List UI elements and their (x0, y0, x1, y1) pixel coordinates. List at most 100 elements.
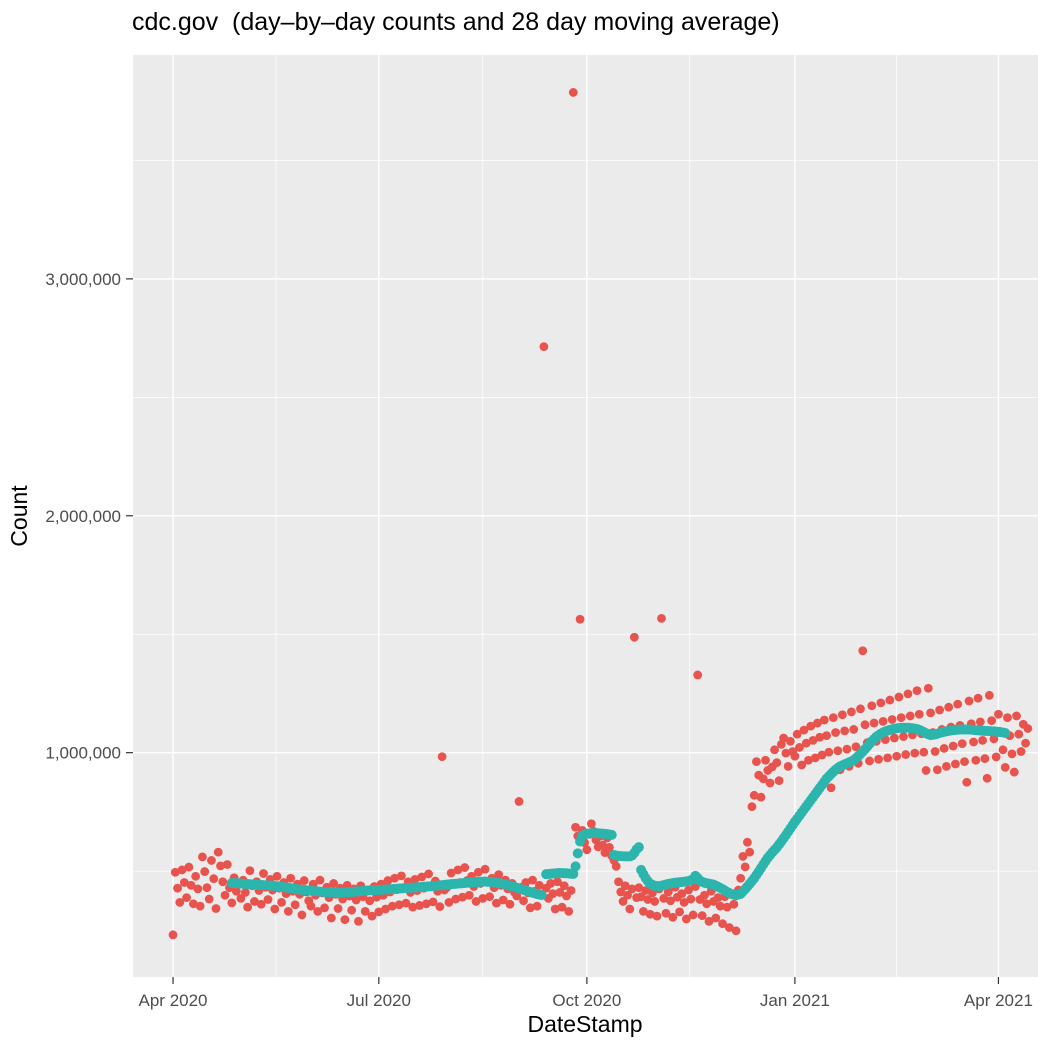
daily-count-point (779, 733, 788, 743)
daily-count-point (743, 837, 752, 847)
daily-count-point (858, 646, 868, 656)
daily-count-point (883, 753, 893, 763)
daily-count-point (614, 877, 623, 887)
daily-count-point (899, 732, 908, 741)
moving-average-point (1000, 727, 1011, 738)
daily-count-point (980, 754, 990, 763)
daily-count-point (987, 716, 997, 726)
daily-count-point (329, 879, 338, 888)
daily-count-point (618, 897, 628, 906)
daily-count-point (195, 901, 205, 911)
daily-count-point (256, 899, 266, 909)
daily-count-point (471, 897, 481, 906)
daily-count-point (636, 892, 646, 902)
daily-count-point (555, 888, 565, 897)
daily-count-point (677, 889, 687, 899)
daily-count-point (657, 613, 666, 623)
daily-count-point (629, 632, 639, 642)
daily-count-point (973, 693, 983, 703)
daily-count-point (424, 869, 433, 879)
daily-count-point (702, 899, 712, 909)
daily-count-point (770, 745, 779, 755)
daily-count-point (765, 778, 775, 788)
daily-count-point (810, 753, 820, 763)
daily-count-point (808, 735, 818, 745)
x-tick-label: Jul 2020 (347, 991, 411, 1010)
daily-count-point (548, 889, 558, 899)
daily-count-point (231, 886, 241, 896)
daily-count-point (1009, 767, 1019, 777)
daily-count-point (272, 871, 282, 881)
daily-count-point (188, 899, 198, 909)
daily-count-point (991, 752, 1001, 762)
daily-count-point (326, 913, 336, 923)
daily-count-point (772, 758, 782, 768)
daily-count-point (749, 790, 759, 800)
daily-count-point (914, 709, 924, 719)
daily-count-point (611, 861, 621, 871)
daily-count-point (191, 871, 201, 881)
daily-count-point (227, 898, 237, 908)
daily-count-point (978, 735, 987, 745)
daily-count-point (998, 745, 1008, 755)
daily-count-point (387, 901, 397, 911)
daily-count-point (220, 890, 230, 900)
daily-count-point (634, 883, 644, 893)
daily-count-point (756, 792, 766, 802)
daily-count-point (446, 868, 456, 878)
daily-count-point (213, 847, 223, 857)
daily-count-point (559, 881, 569, 891)
x-tick-label: Jan 2021 (760, 991, 830, 1010)
daily-count-point (209, 874, 219, 884)
daily-count-point (374, 907, 384, 917)
daily-count-point (514, 797, 524, 806)
daily-count-point (783, 761, 793, 771)
daily-count-point (451, 894, 461, 904)
daily-count-point (724, 923, 734, 932)
daily-count-point (625, 904, 635, 914)
daily-count-point (1023, 724, 1033, 733)
daily-count-point (566, 886, 576, 895)
x-tick-label: Apr 2020 (139, 991, 208, 1010)
daily-count-point (568, 88, 578, 97)
daily-count-point (184, 862, 194, 872)
daily-count-point (869, 718, 879, 728)
daily-count-point (397, 871, 406, 881)
daily-count-point (283, 906, 293, 916)
daily-count-point (480, 864, 490, 874)
daily-count-point (1007, 749, 1017, 759)
daily-count-point (984, 690, 994, 700)
daily-count-point (686, 894, 696, 904)
daily-count-point (290, 900, 300, 910)
daily-count-point (849, 725, 859, 734)
y-tick-label: 1,000,000 (45, 744, 121, 763)
moving-average-point (572, 848, 583, 859)
daily-count-point (989, 734, 999, 744)
daily-count-point (761, 755, 770, 765)
daily-count-point (464, 890, 474, 900)
daily-count-point (498, 895, 508, 905)
daily-count-point (297, 910, 307, 920)
x-tick-label: Oct 2020 (552, 991, 621, 1010)
daily-count-point (851, 742, 861, 752)
daily-count-point (659, 893, 669, 903)
daily-count-point (204, 894, 214, 904)
daily-count-point (942, 761, 951, 771)
daily-count-point (797, 760, 807, 770)
daily-count-point (828, 713, 838, 722)
y-axis-title: Count (6, 485, 32, 547)
moving-average-point (633, 842, 644, 853)
daily-count-point (650, 897, 660, 906)
daily-count-point (890, 733, 899, 743)
daily-count-point (652, 911, 662, 921)
major-gridlines (133, 55, 1038, 977)
daily-count-point (799, 725, 809, 735)
y-tick-label: 2,000,000 (45, 507, 121, 526)
daily-count-point (837, 710, 847, 720)
daily-count-point (179, 878, 189, 887)
daily-count-point (681, 914, 691, 924)
daily-count-point (240, 888, 250, 897)
daily-count-point (175, 897, 185, 907)
daily-count-point (444, 897, 454, 907)
